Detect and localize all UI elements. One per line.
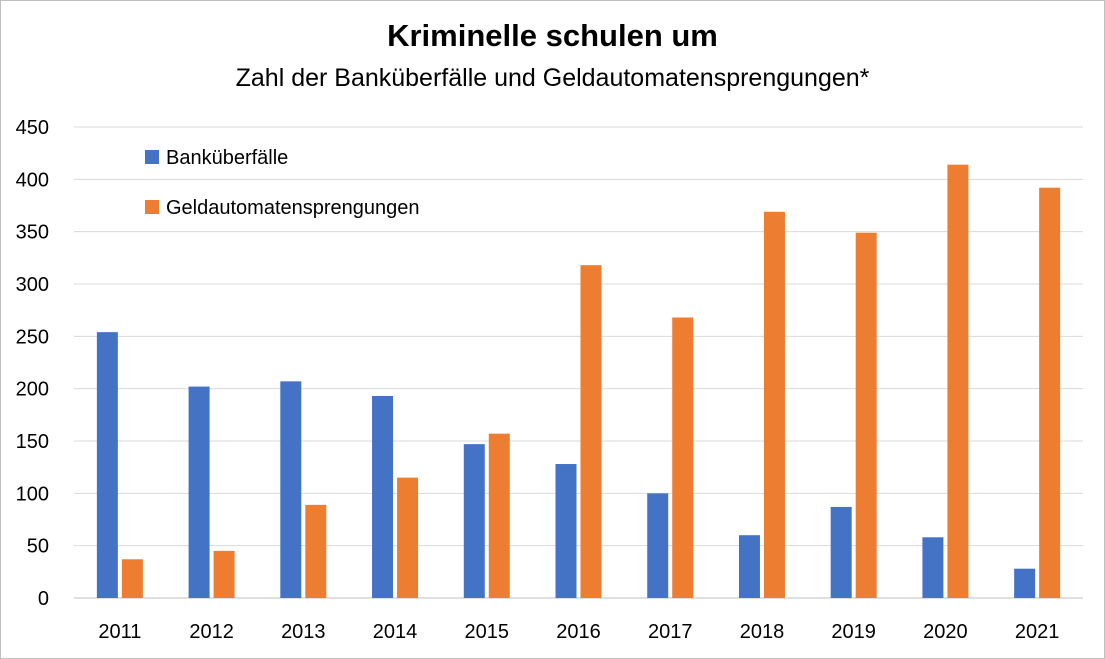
bar-bankueberfaelle [922, 537, 944, 598]
y-tick-label: 50 [27, 536, 49, 558]
y-tick-label: 300 [16, 274, 49, 296]
y-tick-label: 250 [16, 326, 49, 348]
legend-swatch [145, 150, 159, 164]
bar-bankueberfaelle [96, 332, 118, 598]
x-tick-label: 2015 [465, 621, 510, 643]
bar-bankueberfaelle [647, 493, 669, 598]
bar-geldautomatensprengungen [855, 232, 877, 599]
y-tick-label: 200 [16, 379, 49, 401]
x-tick-label: 2021 [1015, 621, 1060, 643]
x-tick-label: 2018 [740, 621, 785, 643]
legend-label: Banküberfälle [166, 147, 288, 169]
bar-bankueberfaelle [555, 464, 577, 598]
x-tick-label: 2019 [831, 621, 876, 643]
y-tick-label: 450 [16, 117, 49, 139]
bar-bankueberfaelle [188, 386, 210, 598]
chart-subtitle: Zahl der Banküberfälle und Geldautomaten… [235, 64, 870, 92]
bar-geldautomatensprengungen [947, 164, 969, 598]
x-tick-label: 2011 [98, 621, 141, 643]
bar-bankueberfaelle [463, 444, 485, 598]
bar-geldautomatensprengungen [672, 317, 694, 598]
bar-geldautomatensprengungen [213, 550, 235, 598]
y-tick-label: 400 [16, 169, 49, 191]
y-tick-label: 0 [38, 588, 49, 610]
x-tick-label: 2013 [281, 621, 326, 643]
bar-geldautomatensprengungen [488, 433, 510, 598]
legend-label: Geldautomatensprengungen [166, 197, 420, 219]
legend-swatch [145, 200, 159, 214]
x-tick-label: 2016 [556, 621, 601, 643]
bar-geldautomatensprengungen [763, 211, 785, 598]
x-tick-label: 2014 [373, 621, 418, 643]
bar-bankueberfaelle [280, 381, 302, 598]
y-tick-label: 350 [16, 222, 49, 244]
bar-geldautomatensprengungen [397, 477, 419, 598]
bar-geldautomatensprengungen [305, 504, 327, 598]
bar-geldautomatensprengungen [121, 559, 143, 598]
y-tick-label: 150 [16, 431, 49, 453]
chart-title: Kriminelle schulen um [387, 18, 718, 53]
bar-bankueberfaelle [738, 535, 760, 598]
bar-geldautomatensprengungen [1039, 187, 1061, 598]
bar-bankueberfaelle [372, 395, 394, 598]
x-tick-label: 2012 [189, 621, 234, 643]
bar-bankueberfaelle [830, 506, 852, 598]
bar-bankueberfaelle [1014, 568, 1036, 598]
x-tick-label: 2020 [923, 621, 968, 643]
bar-geldautomatensprengungen [580, 265, 602, 598]
y-tick-label: 100 [16, 483, 49, 505]
x-tick-label: 2017 [648, 621, 693, 643]
